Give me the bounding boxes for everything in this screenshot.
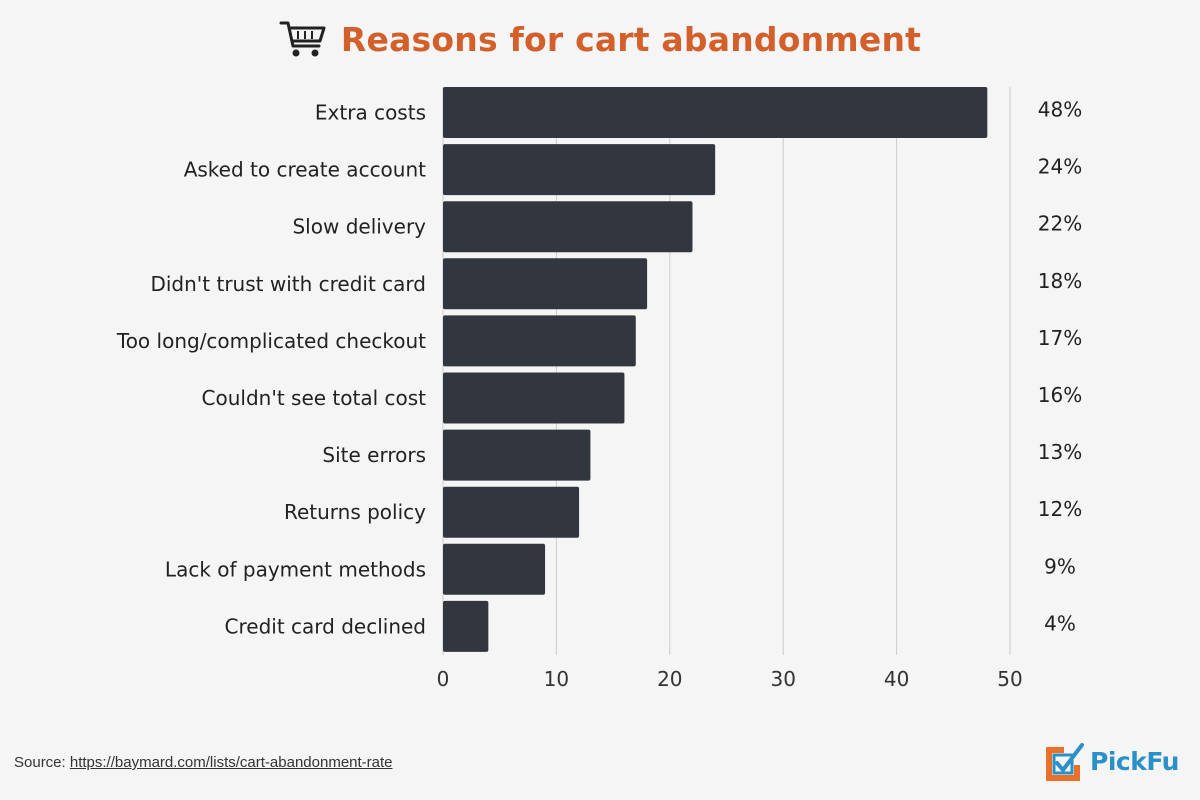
- bar: [443, 486, 580, 538]
- bar: [443, 600, 489, 652]
- value-label: 24%: [1038, 155, 1082, 179]
- bar: [443, 201, 693, 253]
- value-label: 4%: [1044, 611, 1076, 635]
- shopping-cart-icon: [279, 21, 326, 57]
- source-label: Source:: [14, 754, 66, 771]
- category-label: Lack of payment methods: [165, 557, 426, 581]
- category-labels: Extra costs Asked to create account Slow d…: [116, 101, 426, 639]
- category-label: Extra costs: [315, 101, 426, 125]
- logo-text: PickFu: [1090, 746, 1179, 776]
- bar: [443, 315, 636, 367]
- value-label: 17%: [1038, 326, 1082, 350]
- x-tick-label: 30: [770, 667, 795, 691]
- bars: [443, 87, 988, 652]
- x-tick-label: 50: [997, 667, 1022, 691]
- chart-header: Reasons for cart abandonment: [0, 14, 1200, 64]
- category-label: Too long/complicated checkout: [116, 329, 426, 353]
- bar: [443, 144, 716, 196]
- x-tick-label: 20: [657, 667, 682, 691]
- category-label: Asked to create account: [184, 158, 426, 182]
- bar: [443, 429, 591, 481]
- bar: [443, 543, 546, 595]
- category-label: Site errors: [322, 443, 426, 467]
- value-label: 13%: [1038, 440, 1082, 464]
- value-label: 9%: [1044, 554, 1076, 578]
- value-label: 16%: [1038, 383, 1082, 407]
- bar: [443, 372, 625, 424]
- x-tick-label: 40: [884, 667, 909, 691]
- value-label: 48%: [1038, 98, 1082, 122]
- category-label: Returns policy: [284, 500, 426, 524]
- source-note: Source: https://baymard.com/lists/cart-a…: [14, 754, 393, 771]
- pickfu-logo: PickFu: [1042, 738, 1179, 784]
- category-label: Slow delivery: [292, 215, 426, 239]
- category-label: Couldn't see total cost: [202, 386, 427, 410]
- checkbox-logo-icon: [1046, 743, 1084, 781]
- bar: [443, 87, 988, 138]
- category-label: Didn't trust with credit card: [150, 272, 426, 296]
- value-labels: 48% 24% 22% 18% 17% 16% 13% 12% 9% 4%: [1038, 98, 1082, 636]
- value-label: 12%: [1038, 497, 1082, 521]
- value-label: 18%: [1038, 269, 1082, 293]
- chart-title: Reasons for cart abandonment: [340, 19, 922, 59]
- x-tick-label: 10: [544, 667, 569, 691]
- category-label: Credit card declined: [225, 614, 426, 638]
- value-label: 22%: [1038, 212, 1082, 236]
- x-axis-ticks: 0 10 20 30 40 50: [437, 667, 1023, 691]
- x-tick-label: 0: [437, 667, 450, 691]
- source-link[interactable]: https://baymard.com/lists/cart-abandonme…: [69, 754, 393, 771]
- bar: [443, 258, 648, 310]
